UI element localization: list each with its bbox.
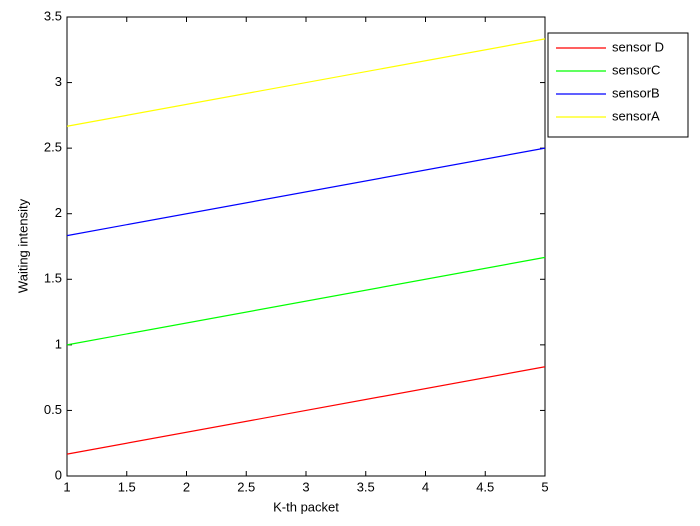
- series-line: [66, 366, 546, 455]
- x-tick-label: 3.5: [357, 479, 375, 494]
- y-tick-label: 1.5: [44, 271, 62, 286]
- series-line: [66, 256, 546, 346]
- x-tick-label: 2.5: [237, 479, 255, 494]
- y-tick-label: 0: [55, 467, 62, 482]
- x-tick-label: 3: [302, 479, 309, 494]
- x-tick-label: 5: [541, 479, 548, 494]
- legend-label: sensorC: [612, 62, 660, 77]
- legend-label: sensorB: [612, 85, 660, 100]
- legend-label: sensor D: [612, 39, 664, 54]
- series-line: [66, 147, 546, 237]
- y-tick-label: 1: [55, 336, 62, 351]
- y-tick-label: 3.5: [44, 8, 62, 23]
- legend-label: sensorA: [612, 108, 660, 123]
- series-line: [66, 38, 546, 127]
- y-axis-label: Waiting intensity: [15, 198, 30, 293]
- x-tick-label: 1.5: [118, 479, 136, 494]
- y-tick-label: 2: [55, 205, 62, 220]
- plot-area: [66, 16, 546, 477]
- legend-box: [547, 32, 689, 138]
- y-tick-label: 2.5: [44, 140, 62, 155]
- x-tick-label: 4: [422, 479, 429, 494]
- y-tick-label: 3: [55, 74, 62, 89]
- x-tick-label: 2: [183, 479, 190, 494]
- x-axis-label: K-th packet: [273, 499, 339, 514]
- x-tick-label: 1: [63, 479, 70, 494]
- y-tick-label: 0.5: [44, 402, 62, 417]
- x-tick-label: 4.5: [476, 479, 494, 494]
